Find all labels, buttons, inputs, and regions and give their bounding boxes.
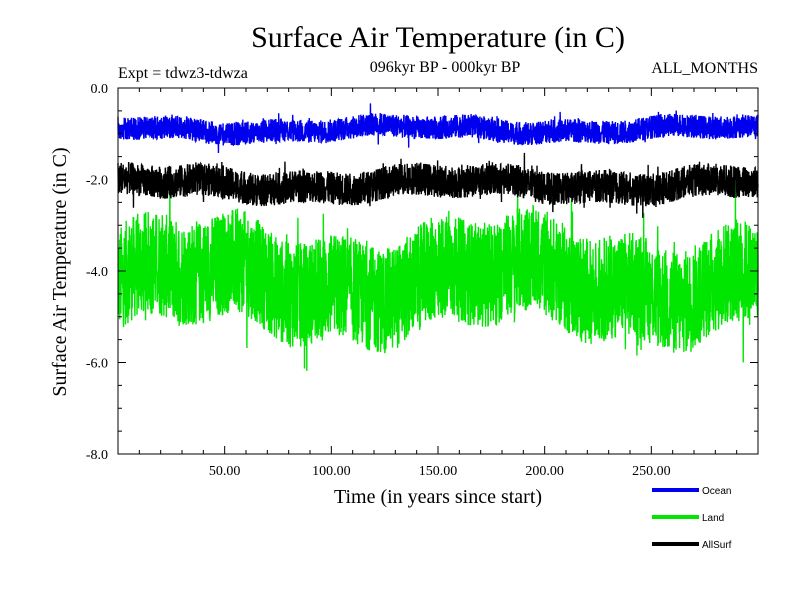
y-tick-label: -4.0: [86, 265, 108, 280]
y-tick-label: -2.0: [86, 174, 108, 189]
x-tick-label: 50.00: [209, 464, 241, 479]
series-line-land: [117, 175, 759, 371]
legend-label-land: Land: [702, 513, 724, 524]
y-tick-label: 0.0: [91, 82, 109, 97]
y-axis-label: Surface Air Temperature (in C): [49, 147, 71, 396]
y-tick-label: -6.0: [86, 357, 108, 372]
series-line-allsurf: [117, 152, 759, 218]
legend-label-ocean: Ocean: [702, 486, 731, 497]
y-tick-label: -8.0: [86, 448, 108, 463]
x-tick-label: 100.00: [312, 464, 351, 479]
months-label: ALL_MONTHS: [651, 60, 758, 77]
series-line-ocean: [117, 103, 759, 153]
experiment-label: Expt = tdwz3-tdwza: [118, 65, 248, 82]
legend: Ocean Land AllSurf: [652, 486, 732, 551]
x-tick-label: 200.00: [525, 464, 564, 479]
time-range-label: 096kyr BP - 000kyr BP: [370, 59, 521, 76]
axes-layer: 0.0 -2.0 -4.0 -6.0 -8.0 50.00 100.00 150.00 200.…: [86, 82, 759, 479]
series-layer: [117, 103, 759, 371]
x-tick-label: 150.00: [419, 464, 458, 479]
x-axis-label: Time (in years since start): [334, 486, 542, 508]
x-tick-label: 250.00: [632, 464, 671, 479]
legend-label-allsurf: AllSurf: [702, 540, 732, 551]
chart-title: Surface Air Temperature (in C): [251, 21, 625, 54]
